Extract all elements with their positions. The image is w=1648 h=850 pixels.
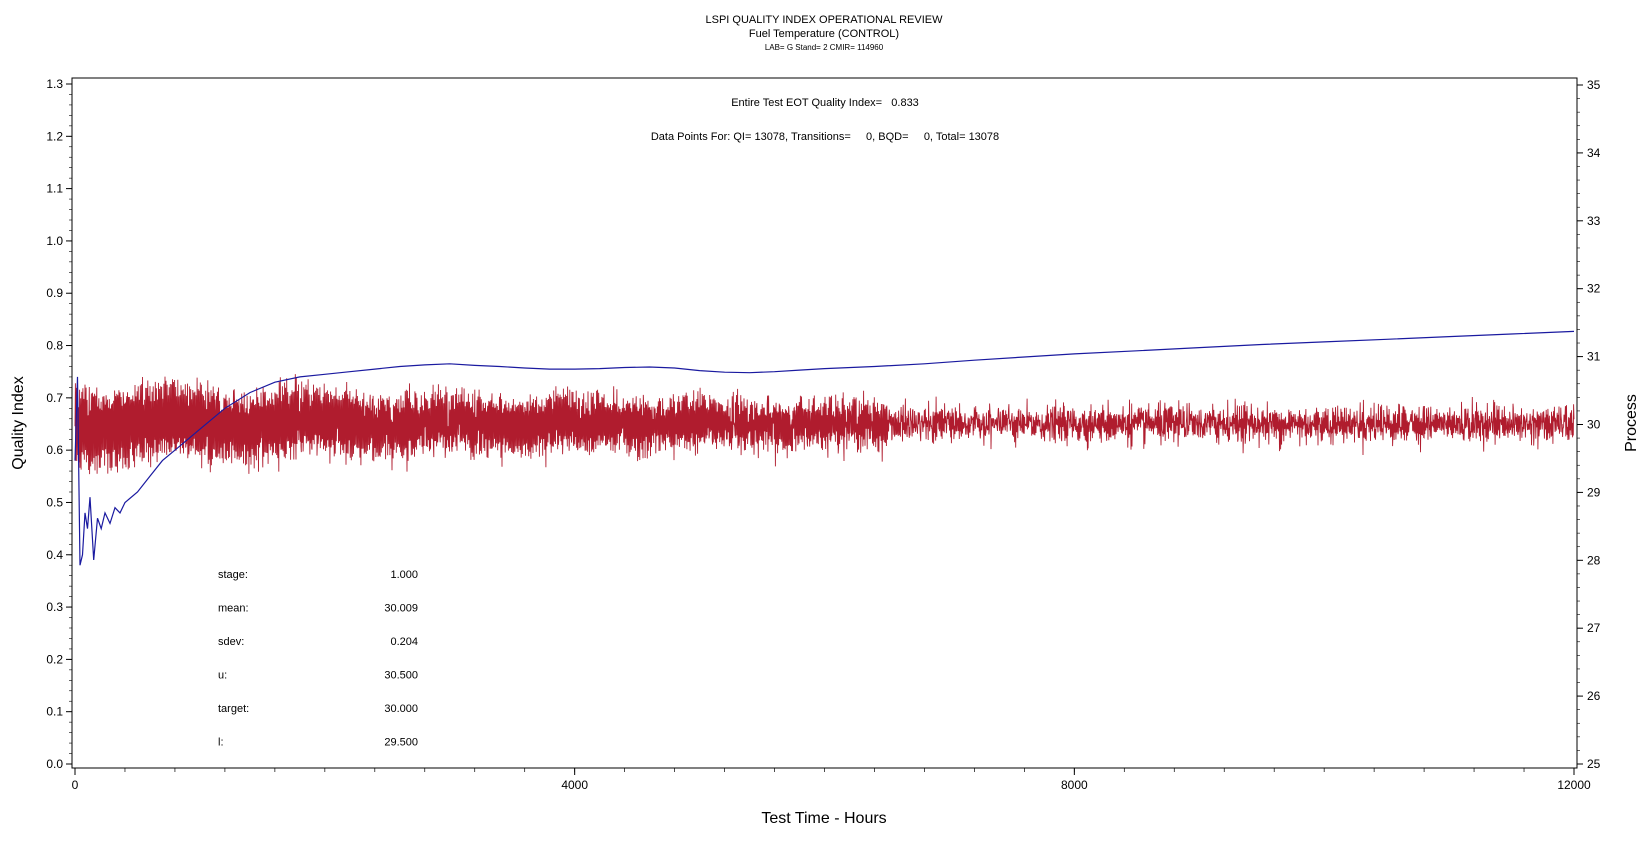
stat-label: mean: — [218, 603, 249, 615]
y-left-tick-label: 0.6 — [46, 443, 63, 457]
y-right-tick-label: 25 — [1587, 757, 1601, 771]
y-left-tick-label: 0.3 — [46, 600, 63, 614]
x-axis-title: Test Time - Hours — [761, 810, 886, 827]
stat-value: 30.500 — [384, 670, 418, 682]
stat-label: u: — [218, 670, 227, 682]
y-right-tick-label: 35 — [1587, 78, 1601, 92]
stat-label: target: — [218, 703, 249, 715]
y-left-tick-label: 0.9 — [46, 286, 63, 300]
y-right-tick-label: 32 — [1587, 282, 1601, 296]
stat-label: l: — [218, 737, 224, 749]
y-left-tick-label: 1.1 — [46, 182, 63, 196]
annotation-quality-index: Entire Test EOT Quality Index= 0.833 — [731, 97, 919, 109]
y-left-tick-label: 0.7 — [46, 391, 63, 405]
stat-value: 0.204 — [390, 636, 418, 648]
y-right-tick-label: 34 — [1587, 146, 1601, 160]
x-tick-label: 0 — [72, 778, 79, 792]
series-quality-index — [74, 330, 1575, 566]
x-tick-label: 12000 — [1557, 778, 1591, 792]
y-left-tick-label: 0.5 — [46, 495, 63, 509]
y-left-tick-label: 1.0 — [46, 234, 63, 248]
y-left-tick-label: 1.2 — [46, 129, 63, 143]
stat-label: sdev: — [218, 636, 244, 648]
y-left-tick-label: 0.1 — [46, 705, 63, 719]
y-right-tick-label: 33 — [1587, 214, 1601, 228]
stat-value: 1.000 — [390, 569, 418, 581]
y-left-tick-label: 1.3 — [46, 77, 63, 91]
y-axis-left-title: Quality Index — [10, 376, 27, 469]
chart-subsubtitle: LAB= G Stand= 2 CMIR= 114960 — [765, 43, 884, 52]
x-tick-label: 8000 — [1061, 778, 1088, 792]
chart-title: LSPI QUALITY INDEX OPERATIONAL REVIEW — [706, 14, 944, 26]
stat-value: 30.000 — [384, 703, 418, 715]
stats-layer: stage: 1.000 mean: 30.009 sdev: 0.204 u: 30.500… — [218, 569, 418, 749]
series-process — [74, 374, 1575, 475]
y-left-tick-label: 0.0 — [46, 757, 63, 771]
stat-value: 29.500 — [384, 737, 418, 749]
chart-subtitle: Fuel Temperature (CONTROL) — [749, 28, 899, 40]
annotation-data-points: Data Points For: QI= 13078, Transitions=… — [651, 131, 999, 143]
y-right-tick-label: 27 — [1587, 621, 1601, 635]
y-left-tick-label: 0.4 — [46, 548, 63, 562]
y-left-tick-label: 0.8 — [46, 339, 63, 353]
y-left-tick-label: 0.2 — [46, 652, 63, 666]
x-tick-label: 4000 — [561, 778, 588, 792]
y-right-tick-label: 26 — [1587, 689, 1601, 703]
ticks-layer: 0.0 0.1 0.2 0.3 0.4 0.5 0.6 0.7 0.8 0.9 1.0 1.1 1.2 1… — [46, 77, 1600, 792]
y-right-tick-label: 29 — [1587, 485, 1601, 499]
stat-label: stage: — [218, 569, 248, 581]
y-axis-right-title: Process — [1623, 394, 1640, 452]
series-layer — [74, 330, 1575, 566]
stat-value: 30.009 — [384, 603, 418, 615]
y-right-tick-label: 28 — [1587, 553, 1601, 567]
y-right-tick-label: 31 — [1587, 350, 1601, 364]
y-right-tick-label: 30 — [1587, 418, 1601, 432]
